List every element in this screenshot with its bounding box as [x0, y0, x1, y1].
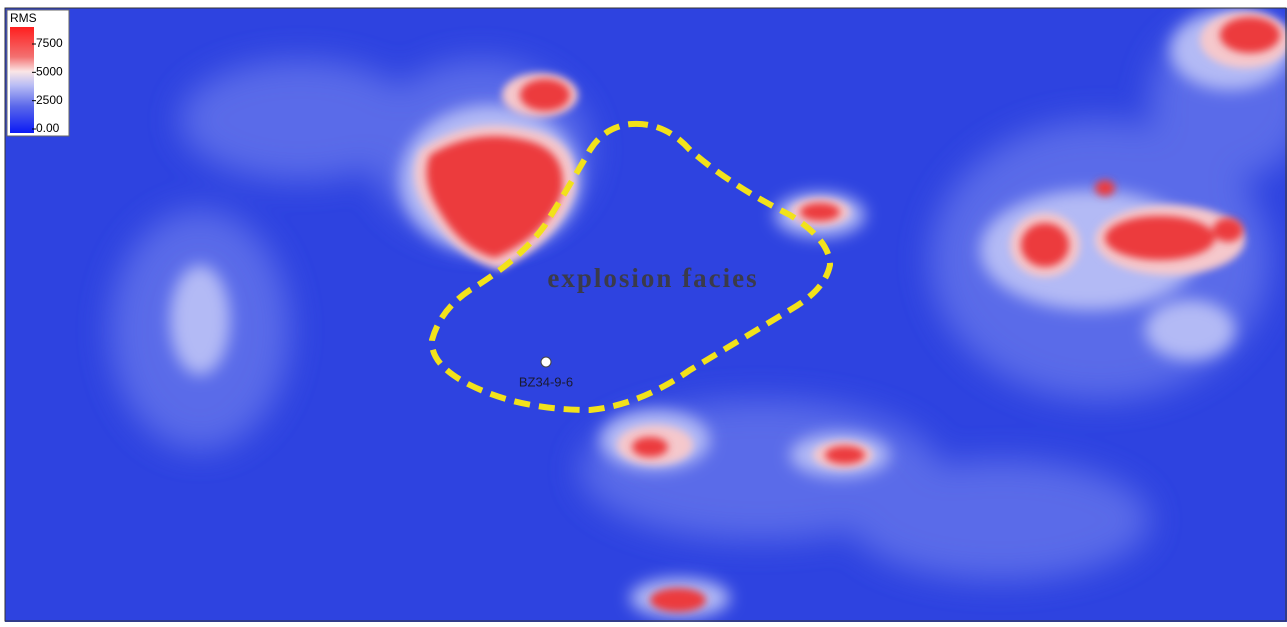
well-marker [541, 357, 551, 367]
legend-tick-label: 2500 [36, 93, 63, 107]
legend-tick-label: 7500 [36, 36, 63, 50]
legend-tick-label: 5000 [36, 65, 63, 79]
facies-label: explosion facies [547, 263, 758, 293]
legend-tick-label: 0.00 [36, 121, 60, 135]
color-bar [10, 27, 34, 133]
map-field [5, 8, 1287, 622]
well-label: BZ34-9-6 [519, 374, 573, 389]
legend: RMS 7500 5000 2500 0.00 [7, 10, 69, 136]
legend-title: RMS [10, 11, 37, 25]
rms-map: explosion facies BZ34-9-6 RMS 7500 5000 25… [0, 0, 1287, 622]
